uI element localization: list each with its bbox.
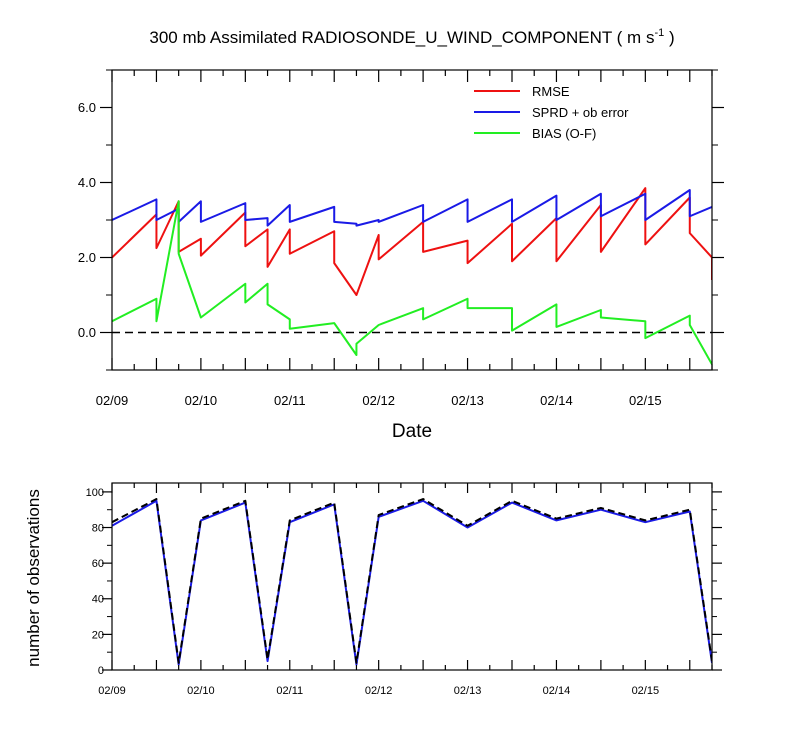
series-line-observations-dashed xyxy=(112,498,712,664)
y-tick-label: 0.0 xyxy=(78,325,96,340)
x-tick-label: 02/10 xyxy=(187,685,215,697)
legend: RMSE SPRD + ob error BIAS (O-F) xyxy=(474,84,629,141)
y-tick-label: 100 xyxy=(86,487,104,499)
series-line-sprd-ob-error xyxy=(112,189,712,227)
bottom-plot-area: 02/09 02/10 02/11 02/12 02/13 02/14 02/15 0 20 40… xyxy=(86,482,722,697)
y-tick-label: 0 xyxy=(98,665,104,677)
x-axis-label: Date xyxy=(392,421,432,442)
legend-label: RMSE xyxy=(532,84,570,99)
chart-title: 300 mb Assimilated RADIOSONDE_U_WIND_COM… xyxy=(149,27,674,47)
x-tick-label: 02/15 xyxy=(632,685,660,697)
x-tick-label: 02/10 xyxy=(185,393,218,408)
x-tick-label: 02/11 xyxy=(276,685,303,697)
y-tick-label: 80 xyxy=(92,522,104,534)
legend-entry: BIAS (O-F) xyxy=(474,126,596,141)
chart-title-main: 300 mb Assimilated RADIOSONDE_U_WIND_COM… xyxy=(149,28,654,47)
x-tick-label: 02/09 xyxy=(98,685,126,697)
legend-label: BIAS (O-F) xyxy=(532,126,596,141)
x-tick-label: 02/13 xyxy=(451,393,484,408)
top-chart: 300 mb Assimilated RADIOSONDE_U_WIND_COM… xyxy=(78,27,724,442)
y-tick-label: 2.0 xyxy=(78,250,96,265)
x-tick-label: 02/12 xyxy=(365,685,393,697)
y-axis-label: number of observations xyxy=(24,489,43,667)
x-tick-label: 02/14 xyxy=(540,393,573,408)
legend-entry: SPRD + ob error xyxy=(474,105,629,120)
series-line-observations-solid xyxy=(112,499,712,666)
chart-title-superscript: -1 xyxy=(654,27,664,39)
y-tick-label: 40 xyxy=(92,594,104,606)
x-tick-label: 02/15 xyxy=(629,393,662,408)
legend-entry: RMSE xyxy=(474,84,570,99)
y-tick-label: 20 xyxy=(92,629,104,641)
y-tick-label: 60 xyxy=(92,558,104,570)
x-tick-label: 02/11 xyxy=(274,393,306,408)
series-line-rmse xyxy=(112,187,712,296)
plot-frame xyxy=(111,482,713,671)
bottom-chart: 02/09 02/10 02/11 02/12 02/13 02/14 02/15 0 20 40… xyxy=(24,482,722,697)
legend-label: SPRD + ob error xyxy=(532,105,629,120)
x-tick-label: 02/09 xyxy=(96,393,129,408)
x-tick-label: 02/14 xyxy=(543,685,571,697)
x-tick-label: 02/12 xyxy=(362,393,395,408)
x-tick-label: 02/13 xyxy=(454,685,482,697)
chart-title-suffix: ) xyxy=(664,28,674,47)
top-plot-area: 02/09 02/10 02/11 02/12 02/13 02/14 02/15 0.0 2.… xyxy=(78,69,724,408)
y-tick-label: 4.0 xyxy=(78,175,96,190)
series-line-bias-o-f xyxy=(112,200,712,365)
y-tick-label: 6.0 xyxy=(78,100,96,115)
